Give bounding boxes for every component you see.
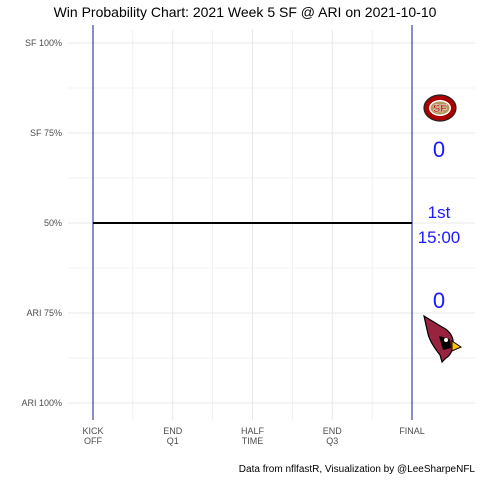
- x-tick-label: HALF TIME: [241, 426, 265, 446]
- x-tick-label: END Q1: [163, 426, 183, 446]
- grid: [68, 30, 475, 420]
- chart-title: Win Probability Chart: 2021 Week 5 SF @ …: [54, 4, 437, 20]
- game-quarter: 1st: [428, 203, 451, 222]
- y-tick-label: SF 100%: [25, 38, 62, 48]
- y-tick-label: SF 75%: [30, 128, 62, 138]
- y-tick-label: ARI 75%: [26, 308, 62, 318]
- x-tick-label: KICK OFF: [82, 426, 103, 446]
- arizona-cardinals-logo: [423, 314, 463, 364]
- x-tick-label: FINAL: [399, 426, 425, 436]
- x-axis-ticks: KICK OFF END Q1 HALF TIME END Q3 FINAL: [82, 426, 424, 446]
- ari-score: 0: [433, 288, 445, 313]
- svg-text:SF: SF: [433, 103, 447, 115]
- y-tick-label: ARI 100%: [21, 398, 62, 408]
- game-clock: 15:00: [418, 228, 461, 247]
- sf-score: 0: [433, 137, 445, 162]
- chart-caption: Data from nflfastR, Visualization by @Le…: [239, 464, 476, 475]
- x-tick-label: END Q3: [323, 426, 343, 446]
- y-tick-label: 50%: [44, 218, 62, 228]
- sf-49ers-logo: SF: [423, 94, 457, 122]
- y-axis-ticks: ARI 100% ARI 75% 50% SF 75% SF 100%: [21, 38, 62, 408]
